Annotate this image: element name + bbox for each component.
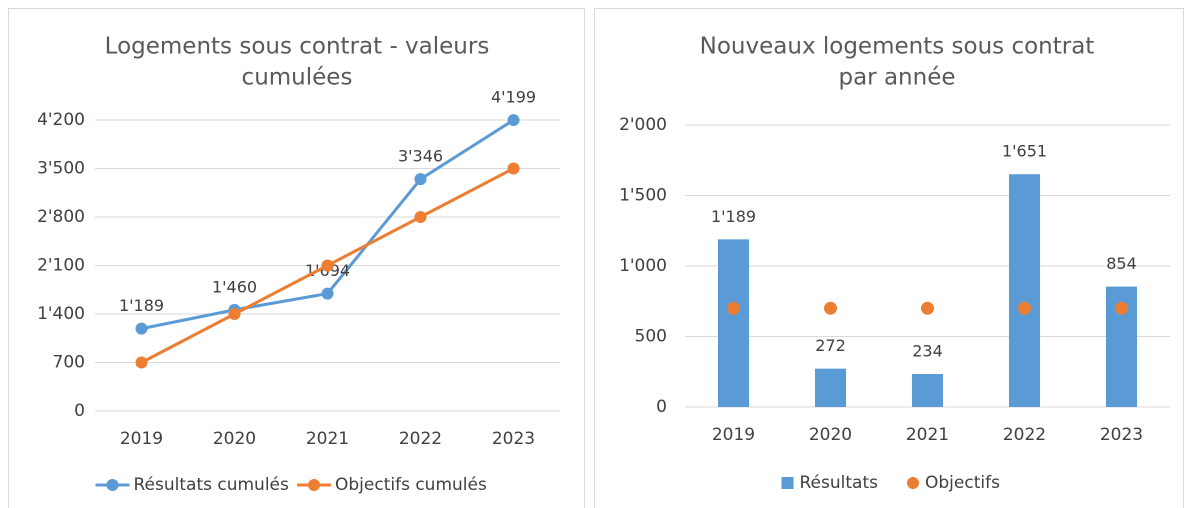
y-tick-label: 0 (74, 401, 85, 421)
y-tick-label: 2'800 (37, 207, 85, 227)
value-label: 3'346 (398, 147, 443, 166)
x-tick-label: 2019 (712, 425, 755, 445)
legend-label: Résultats (800, 473, 879, 493)
y-tick-label: 2'100 (37, 256, 85, 276)
chart-title: cumulées (242, 65, 353, 91)
legend-marker (106, 479, 119, 491)
legend-label: Objectifs (925, 473, 1000, 493)
legend-label: Résultats cumulés (134, 475, 290, 495)
panel (8, 8, 585, 508)
value-label: 234 (912, 342, 943, 361)
point (321, 259, 334, 272)
y-tick-label: 2'000 (619, 115, 667, 135)
value-label: 854 (1106, 254, 1137, 273)
y-tick-label: 1'400 (37, 304, 85, 324)
bar (717, 239, 750, 407)
point (921, 301, 934, 315)
value-label: 1'189 (711, 207, 756, 226)
point (414, 211, 427, 223)
value-label: 272 (815, 336, 846, 355)
chart-title: Logements sous contrat - valeurs (105, 34, 490, 60)
x-tick-label: 2021 (306, 429, 349, 449)
point (228, 308, 241, 320)
y-tick-label: 1'500 (619, 186, 667, 206)
y-tick-label: 700 (53, 353, 85, 373)
x-tick-label: 2019 (120, 429, 163, 449)
point (321, 287, 334, 300)
point (414, 173, 427, 186)
x-tick-label: 2021 (906, 425, 949, 445)
y-tick-label: 0 (656, 397, 667, 417)
point (727, 301, 740, 315)
chart-title: par année (838, 65, 955, 91)
x-tick-label: 2022 (399, 429, 442, 449)
point (1115, 301, 1128, 315)
chart-title: Nouveaux logements sous contrat (700, 34, 1095, 60)
value-label: 1'651 (1002, 142, 1047, 161)
x-tick-label: 2020 (213, 429, 256, 449)
point (135, 356, 148, 369)
legend-marker (781, 477, 794, 489)
legend-marker (308, 479, 320, 491)
x-tick-label: 2023 (492, 429, 535, 449)
value-label: 1'460 (212, 277, 257, 296)
y-tick-label: 500 (635, 327, 667, 347)
y-tick-label: 3'500 (37, 159, 85, 179)
y-tick-label: 1'000 (619, 256, 667, 276)
bar (814, 368, 847, 407)
x-tick-label: 2022 (1003, 425, 1046, 445)
point (135, 322, 148, 335)
point (507, 114, 520, 127)
value-label: 4'199 (491, 88, 536, 107)
bar (1008, 174, 1041, 407)
legend-label: Objectifs cumulés (335, 475, 487, 495)
point (1018, 301, 1031, 315)
x-tick-label: 2020 (809, 425, 852, 445)
bar (911, 374, 944, 407)
y-tick-label: 4'200 (37, 110, 85, 130)
value-label: 1'189 (119, 296, 164, 315)
legend-marker (907, 477, 919, 489)
x-tick-label: 2023 (1100, 425, 1143, 445)
point (824, 301, 837, 315)
point (507, 162, 520, 175)
